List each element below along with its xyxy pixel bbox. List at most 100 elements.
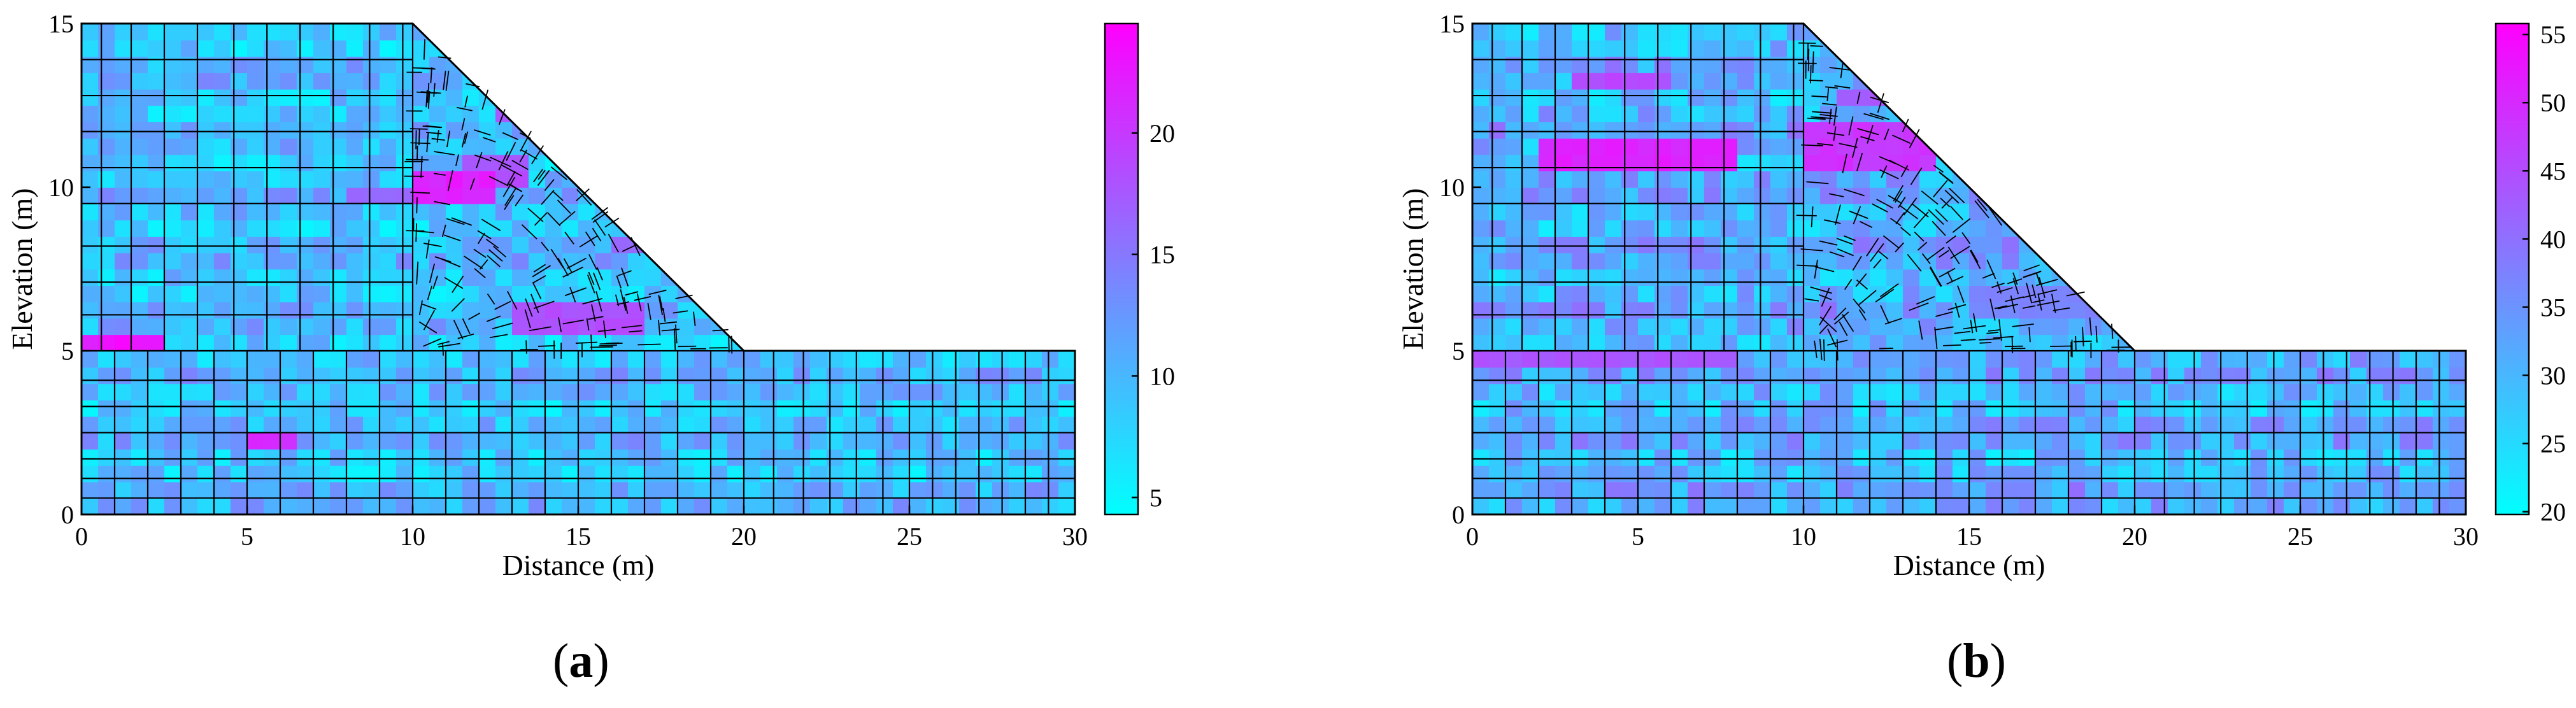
- field-cell: [2201, 351, 2218, 368]
- field-cell: [197, 432, 215, 450]
- field-cell: [495, 39, 513, 57]
- field-cell: [2300, 220, 2317, 237]
- field-cell: [2118, 73, 2135, 90]
- field-cell: [2068, 105, 2086, 122]
- field-cell: [2052, 285, 2069, 302]
- field-cell: [2135, 400, 2152, 417]
- field-cell: [943, 56, 960, 73]
- field-cell: [562, 138, 579, 155]
- field-cell: [1522, 432, 1539, 450]
- field-cell: [1588, 285, 1605, 302]
- field-cell: [313, 481, 331, 499]
- field-cell: [943, 416, 960, 434]
- field-cell: [1671, 301, 1688, 319]
- field-cell: [2366, 351, 2384, 368]
- field-cell: [2416, 465, 2433, 483]
- field-cell: [164, 203, 181, 221]
- field-cell: [1737, 449, 1754, 466]
- slope-mesh-segment: [1996, 287, 2013, 294]
- field-cell: [744, 318, 761, 336]
- field-cell: [1605, 236, 1622, 253]
- field-cell: [131, 351, 148, 368]
- field-cell: [512, 383, 529, 400]
- field-cell: [280, 383, 297, 400]
- field-cell: [82, 285, 99, 302]
- field-cell: [2217, 367, 2235, 385]
- field-cell: [1688, 269, 1705, 286]
- field-cell: [2135, 318, 2152, 336]
- field-cell: [214, 285, 231, 302]
- field-cell: [264, 252, 281, 270]
- field-cell: [1058, 383, 1075, 400]
- field-cell: [247, 56, 264, 73]
- field-cell: [2102, 105, 2119, 122]
- field-cell: [843, 465, 860, 483]
- field-cell: [843, 73, 860, 90]
- slope-mesh-segment: [1839, 143, 1858, 148]
- field-cell: [1820, 171, 1837, 188]
- field-cell: [909, 301, 927, 319]
- field-cell: [1489, 285, 1506, 302]
- field-cell: [793, 154, 811, 172]
- field-cell: [2019, 187, 2036, 204]
- slope-mesh-segment: [564, 287, 587, 297]
- field-cell: [1870, 56, 1887, 73]
- field-cell: [380, 171, 397, 188]
- field-cell: [2002, 187, 2019, 204]
- slope-mesh-segment: [537, 169, 550, 187]
- y-tick-label: 15: [1439, 10, 1465, 38]
- slope-mesh-segment: [532, 275, 546, 284]
- field-cell: [2251, 154, 2268, 172]
- field-cell: [2168, 203, 2185, 221]
- field-cell: [2002, 367, 2019, 385]
- field-cell: [2135, 351, 2152, 368]
- field-cell: [330, 481, 347, 499]
- field-cell: [1472, 334, 1490, 351]
- field-cell: [2433, 367, 2450, 385]
- field-cell: [1539, 334, 1556, 351]
- field-cell: [810, 220, 827, 237]
- field-cell: [2383, 187, 2400, 204]
- field-cell: [529, 187, 546, 204]
- field-cell: [2383, 400, 2400, 417]
- field-cell: [2317, 105, 2334, 122]
- field-cell: [1837, 449, 1854, 466]
- field-cell: [1621, 285, 1639, 302]
- field-cell: [2433, 498, 2450, 514]
- field-cell: [1058, 498, 1075, 514]
- field-cell: [1654, 171, 1672, 188]
- field-cell: [98, 220, 115, 237]
- field-cell: [628, 383, 645, 400]
- field-cell: [2151, 383, 2168, 400]
- field-cell: [2135, 367, 2152, 385]
- field-cell: [2284, 171, 2301, 188]
- field-cell: [115, 449, 132, 466]
- field-cell: [2251, 88, 2268, 106]
- field-cell: [231, 400, 248, 417]
- field-cell: [1505, 171, 1523, 188]
- field-cell: [909, 498, 927, 514]
- field-cell: [2449, 269, 2466, 286]
- field-cell: [380, 285, 397, 302]
- field-cell: [1804, 416, 1821, 434]
- field-cell: [2350, 351, 2367, 368]
- field-cell: [1986, 367, 2003, 385]
- field-cell: [644, 400, 662, 417]
- field-cell: [2251, 220, 2268, 237]
- field-cell: [2201, 449, 2218, 466]
- field-cell: [1539, 73, 1556, 90]
- field-cell: [2383, 301, 2400, 319]
- field-cell: [115, 383, 132, 400]
- field-cell: [2416, 416, 2433, 434]
- field-cell: [1058, 465, 1075, 483]
- field-cell: [992, 252, 1009, 270]
- field-cell: [98, 105, 115, 122]
- field-cell: [1605, 351, 1622, 368]
- slope-mesh-segment: [591, 304, 596, 322]
- field-cell: [2052, 432, 2069, 450]
- field-cell: [1853, 481, 1870, 499]
- field-cell: [2184, 105, 2202, 122]
- slope-mesh-segment: [2028, 327, 2031, 343]
- slope-mesh-segment: [422, 303, 437, 310]
- field-cell: [2333, 236, 2351, 253]
